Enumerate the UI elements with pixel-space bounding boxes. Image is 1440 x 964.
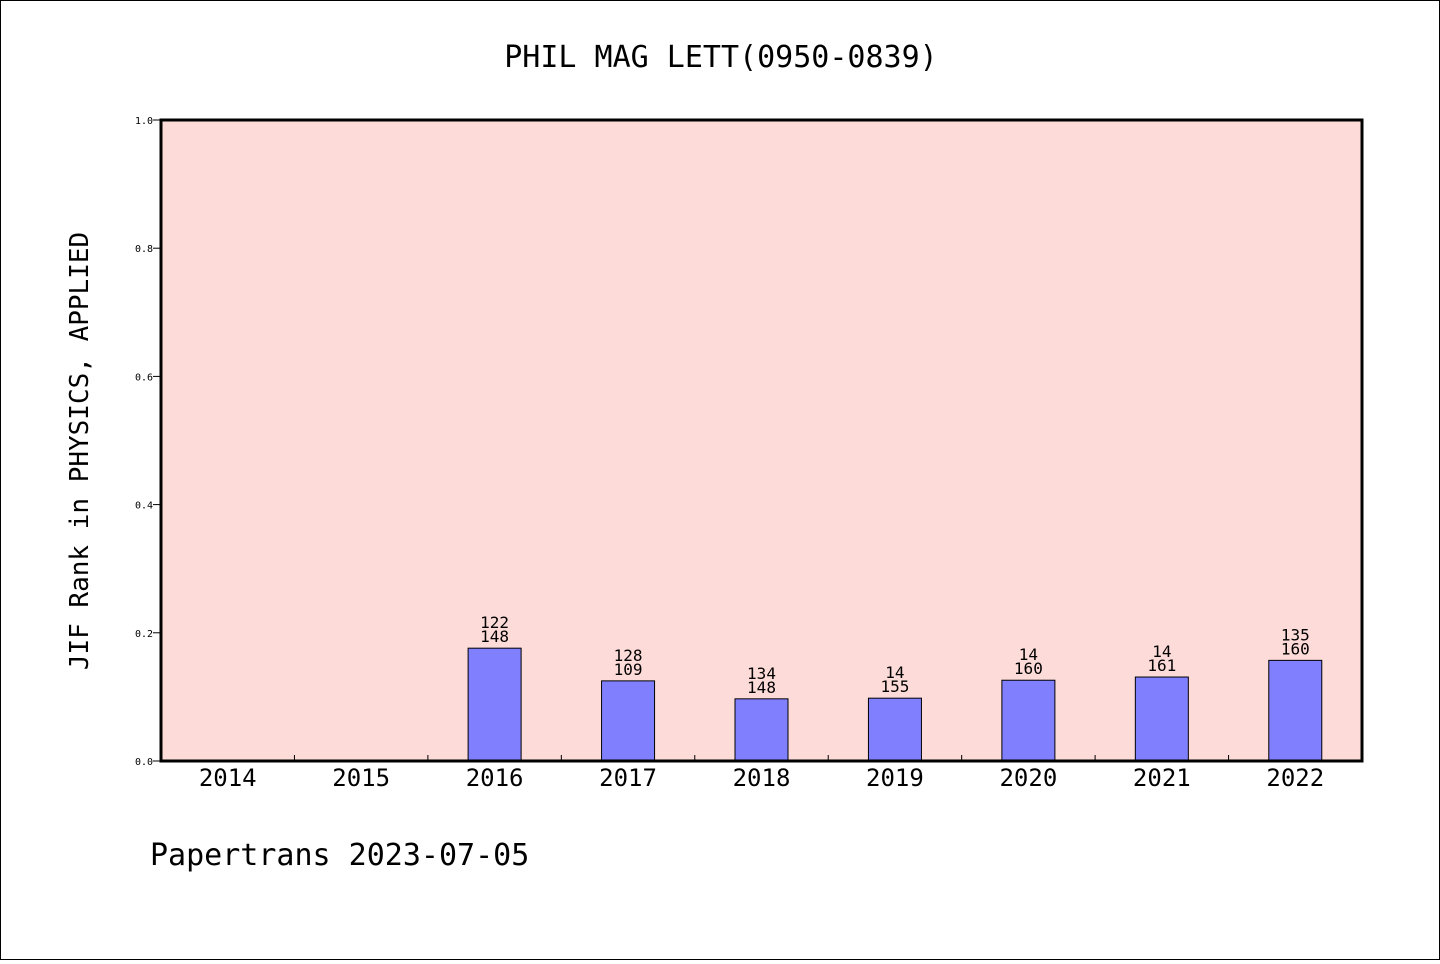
bar-label-bottom: 148 xyxy=(480,627,509,646)
bar-2022 xyxy=(1268,659,1323,762)
x-tick-label: 2017 xyxy=(599,764,657,792)
plot-area xyxy=(161,120,1362,761)
x-tick-label: 2014 xyxy=(199,764,257,792)
footer-text: Papertrans 2023-07-05 xyxy=(150,838,529,873)
x-tick-label: 2015 xyxy=(332,764,390,792)
x-tick-label: 2018 xyxy=(733,764,791,792)
bar-label-top: 128 xyxy=(614,646,643,665)
chart-title: PHIL MAG LETT(0950-0839) xyxy=(504,40,937,75)
bar-2019 xyxy=(867,697,922,762)
bar-2021 xyxy=(1134,676,1189,762)
bar-label-bottom: 160 xyxy=(1014,659,1043,678)
x-tick-label: 2022 xyxy=(1266,764,1324,792)
bar-label-top: 135 xyxy=(1281,625,1310,644)
bar-2020 xyxy=(1001,679,1056,762)
bar-label-bottom: 109 xyxy=(614,660,643,679)
ticks-layer: 0.0 0.2 0.4 0.6 0.8 1.0 2014 2015 2016 2017 2018 20… xyxy=(135,116,1324,792)
y-tick-label: 1.0 xyxy=(135,116,153,127)
bar-label-bottom: 148 xyxy=(747,678,776,697)
bar-label-top: 14 xyxy=(1152,642,1171,661)
x-tick-label: 2021 xyxy=(1133,764,1191,792)
y-axis-label: JIF Rank in PHYSICS, APPLIED xyxy=(65,232,95,670)
bar-label-bottom: 155 xyxy=(880,677,909,696)
y-tick-label: 0.4 xyxy=(135,501,153,512)
y-tick-label: 0.8 xyxy=(135,244,153,255)
bar-2016 xyxy=(467,647,522,762)
x-tick-label: 2019 xyxy=(866,764,924,792)
bar-label-bottom: 160 xyxy=(1281,639,1310,658)
plot-border xyxy=(159,118,1364,763)
bar-2018 xyxy=(734,698,789,762)
bar-label-top: 122 xyxy=(480,613,509,632)
bar-label-bottom: 161 xyxy=(1147,656,1176,675)
x-tick-label: 2020 xyxy=(999,764,1057,792)
bar-label-top: 134 xyxy=(747,664,776,683)
y-tick-label: 0.2 xyxy=(135,629,153,640)
x-tick-label: 2016 xyxy=(466,764,524,792)
bar-label-top: 14 xyxy=(1019,645,1038,664)
bar-label-top: 14 xyxy=(885,663,904,682)
y-tick-label: 0.6 xyxy=(135,372,153,383)
y-tick-label: 0.0 xyxy=(135,757,153,768)
bar-2017 xyxy=(601,680,656,762)
